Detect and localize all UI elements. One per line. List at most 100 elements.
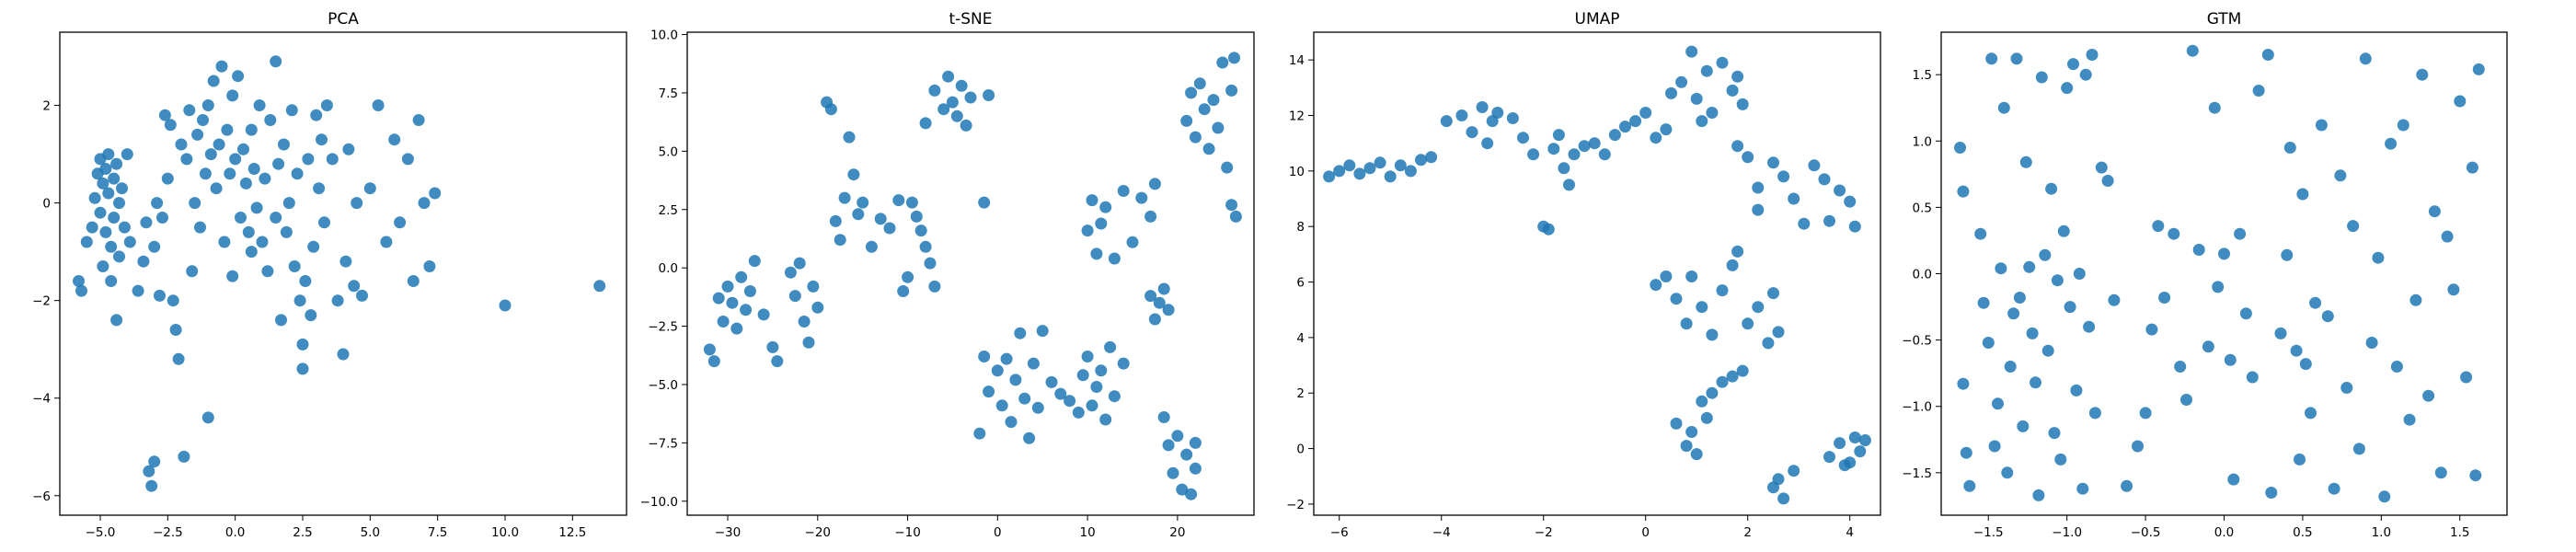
umap-point-7	[1394, 159, 1407, 172]
gtm-point-1	[1957, 185, 1970, 198]
umap-point-43	[1706, 107, 1719, 119]
gtm-point-31	[2057, 224, 2070, 237]
gtm-y-tick-label-3: 0.0	[1913, 268, 1932, 282]
tsne-point-115	[1225, 199, 1238, 212]
umap-point-41	[1696, 115, 1708, 128]
gtm-point-84	[2359, 52, 2372, 65]
pca-point-59	[218, 236, 231, 248]
gtm-point-65	[2252, 85, 2265, 97]
gtm-point-12	[1997, 101, 2010, 114]
pca-x-tick-label-0: −5.0	[86, 525, 116, 540]
pca-point-10	[99, 163, 112, 175]
pca-point-56	[210, 182, 223, 195]
umap-point-46	[1731, 70, 1744, 83]
pca-point-20	[113, 197, 125, 210]
umap-point-44	[1716, 56, 1729, 69]
umap-y-tick-label-8: 14	[1289, 53, 1305, 68]
tsne-title: t-SNE	[949, 10, 992, 29]
gtm-point-32	[2061, 82, 2074, 95]
pca-point-17	[108, 212, 121, 224]
tsne-y-tick-label-2: −5.0	[648, 378, 678, 393]
pca-point-87	[288, 260, 301, 272]
pca-point-39	[167, 294, 179, 307]
umap-point-94	[1848, 431, 1861, 443]
pca-points	[73, 55, 606, 492]
tsne-point-18	[802, 336, 815, 349]
umap-y-tick-label-5: 8	[1296, 220, 1305, 235]
umap-point-85	[1700, 411, 1713, 424]
tsne-point-1	[707, 355, 720, 368]
umap-point-18	[1506, 112, 1519, 124]
umap-point-28	[1578, 140, 1591, 153]
gtm-point-33	[2064, 301, 2076, 314]
pca-x-tick-label-2: 0.0	[225, 525, 245, 540]
umap-point-31	[1608, 129, 1621, 142]
pca-point-77	[261, 265, 274, 278]
umap-point-38	[1675, 75, 1688, 88]
pca-point-107	[351, 197, 363, 210]
gtm-point-27	[2045, 182, 2058, 195]
gtm-point-14	[2004, 361, 2017, 373]
pca-y-tick-label-2: −2	[32, 294, 51, 309]
umap-point-54	[1788, 192, 1800, 205]
umap-point-17	[1491, 107, 1504, 119]
umap-point-30	[1598, 148, 1611, 161]
pca-point-37	[161, 172, 174, 185]
umap-x-tick-label-1: −4	[1432, 525, 1451, 540]
umap-point-48	[1731, 140, 1744, 153]
pca-point-108	[356, 289, 368, 302]
gtm-point-72	[2294, 453, 2306, 466]
pca-point-80	[270, 212, 282, 224]
umap-x-tick-label-0: −6	[1330, 525, 1349, 540]
pca-point-113	[394, 216, 407, 229]
gtm-point-20	[2023, 260, 2036, 273]
umap-point-6	[1384, 170, 1397, 183]
umap-point-96	[1838, 459, 1851, 472]
tsne-point-92	[1148, 313, 1161, 326]
umap-panel: −6 −4 −2 0 2 4 −2 0 2 4 6 8 10 12 14 UMAP	[1286, 10, 1881, 540]
umap-point-5	[1374, 156, 1386, 169]
tsne-x-tick-label-3: 0	[994, 525, 1002, 540]
tsne-point-11	[757, 308, 770, 321]
gtm-point-81	[2340, 382, 2353, 394]
pca-point-97	[313, 182, 326, 195]
umap-point-75	[1767, 287, 1779, 300]
gtm-point-42	[2095, 161, 2108, 174]
tsne-point-89	[1144, 210, 1157, 223]
umap-point-60	[1844, 195, 1857, 208]
pca-point-36	[158, 109, 171, 121]
gtm-point-4	[1963, 479, 1976, 492]
pca-point-34	[154, 289, 166, 302]
gtm-point-98	[2447, 283, 2460, 296]
gtm-point-64	[2246, 371, 2259, 384]
tsne-point-83	[1095, 217, 1108, 230]
pca-point-85	[282, 197, 295, 210]
umap-point-10	[1425, 151, 1438, 164]
umap-point-49	[1742, 151, 1754, 164]
tsne-points	[703, 52, 1242, 500]
tsne-point-73	[1086, 399, 1098, 412]
pca-point-98	[316, 133, 328, 146]
tsne-point-88	[1135, 191, 1148, 204]
umap-point-81	[1696, 395, 1708, 408]
gtm-point-45	[2121, 479, 2133, 492]
tsne-point-112	[1212, 121, 1225, 134]
tsne-point-74	[1090, 381, 1103, 393]
tsne-point-68	[1054, 387, 1067, 400]
tsne-y-tick-label-8: 10.0	[650, 29, 678, 43]
gtm-point-51	[2168, 227, 2180, 240]
pca-point-15	[105, 275, 118, 287]
umap-point-20	[1527, 148, 1540, 161]
pca-point-55	[207, 75, 220, 87]
gtm-x-tick-label-3: 0.0	[2214, 525, 2234, 540]
gtm-point-17	[2013, 292, 2026, 304]
tsne-point-35	[902, 270, 914, 283]
pca-point-29	[143, 465, 155, 477]
pca-point-23	[118, 221, 131, 234]
umap-points	[1323, 45, 1871, 505]
umap-point-24	[1552, 129, 1565, 142]
gtm-point-7	[1982, 337, 1995, 349]
tsne-panel: −30 −20 −10 0 10 20 −10.0 −7.5 −5.0 −2.5 0.0 2.5 5.0…	[640, 10, 1255, 540]
tsne-point-10	[748, 255, 761, 268]
